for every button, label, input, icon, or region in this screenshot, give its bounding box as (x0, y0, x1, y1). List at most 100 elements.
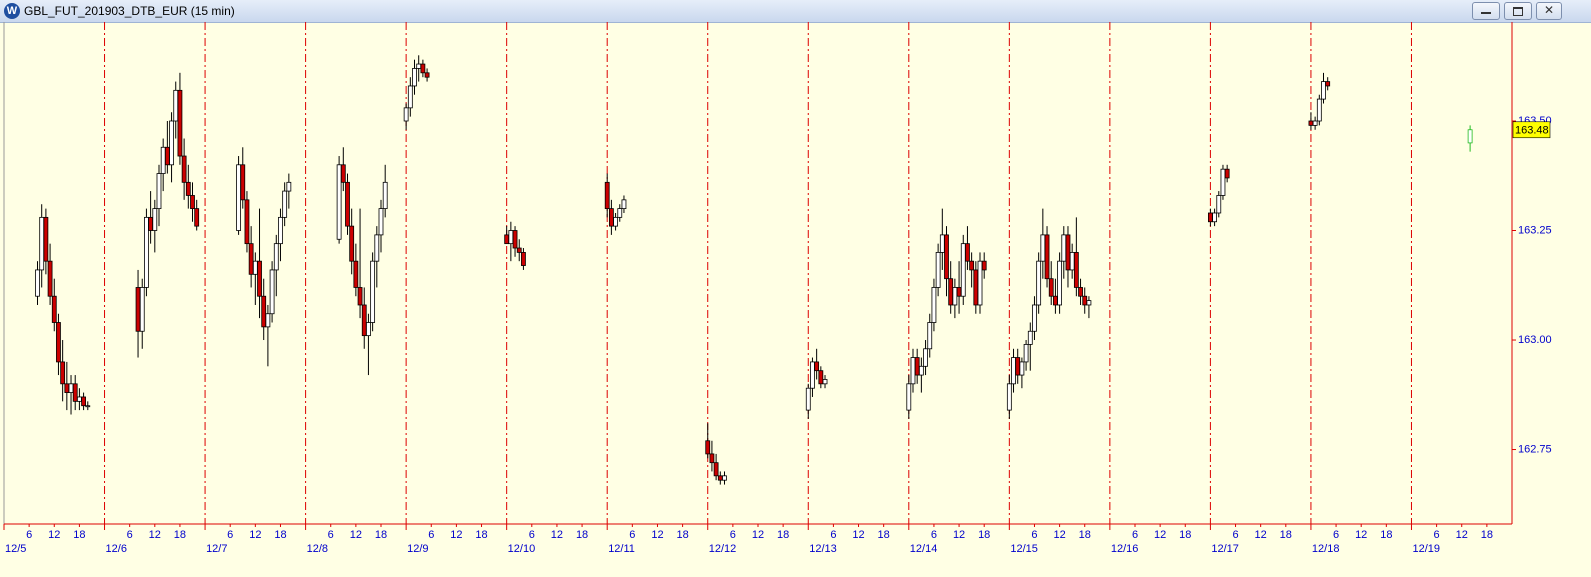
candle-body (1006, 383, 1012, 411)
candle-body (340, 164, 346, 183)
candle-body (43, 216, 49, 262)
candle-body (51, 295, 57, 323)
x-hour-label: 12 (149, 529, 161, 541)
candle-body (969, 260, 975, 271)
x-day-label: 12/19 (1412, 543, 1440, 555)
candle-body (1019, 361, 1025, 376)
y-tick-label: 163.00 (1518, 334, 1552, 346)
candle-body (709, 453, 715, 464)
x-day-label: 12/10 (508, 543, 536, 555)
candle-body (948, 278, 954, 306)
candle-body (47, 260, 53, 297)
candle-body (278, 216, 283, 245)
candle-body (1325, 81, 1331, 87)
close-button[interactable]: ✕ (1536, 2, 1562, 20)
x-hour-label: 12 (1355, 529, 1367, 541)
candle-body (349, 225, 355, 262)
last-price-label: 163.48 (1515, 125, 1549, 137)
x-hour-label: 12 (852, 529, 864, 541)
candle-body (906, 383, 912, 411)
x-day-label: 12/12 (709, 543, 737, 555)
candle-body (169, 120, 174, 166)
candle-body (412, 68, 417, 87)
candle-body (72, 383, 78, 402)
candle-body (1321, 81, 1326, 100)
candle-body (705, 440, 711, 455)
x-day-label: 12/13 (809, 543, 837, 555)
x-hour-label: 6 (529, 529, 535, 541)
x-hour-label: 18 (1079, 529, 1091, 541)
candle-body (810, 361, 815, 389)
candle-body (1040, 234, 1046, 262)
candle-body (181, 155, 187, 183)
candle-body (144, 216, 149, 288)
candle-body (240, 164, 246, 201)
x-hour-label: 12 (1154, 529, 1166, 541)
candle-body (613, 216, 618, 227)
candle-body (286, 181, 292, 192)
candle-body (236, 164, 241, 231)
candle-body (424, 72, 430, 78)
candle-body (935, 252, 941, 288)
x-hour-label: 12 (350, 529, 362, 541)
candle-body (814, 361, 820, 372)
candle-body (68, 383, 74, 393)
x-day-label: 12/7 (206, 543, 227, 555)
candle-body (1312, 120, 1318, 126)
candle-body (416, 63, 422, 69)
candle-body (77, 396, 82, 402)
x-day-label: 12/18 (1312, 543, 1340, 555)
candle-body (403, 107, 409, 122)
candle-body (353, 260, 359, 288)
x-hour-label: 18 (576, 529, 588, 541)
candle-body (248, 243, 254, 275)
candle-body (1057, 260, 1062, 306)
candle-body (382, 181, 388, 210)
candle-body (818, 370, 824, 385)
x-hour-label: 12 (752, 529, 764, 541)
candle-body (35, 269, 40, 297)
candle-body (269, 269, 275, 315)
candle-body (265, 313, 271, 328)
candle-body (1086, 300, 1092, 306)
candle-body (1036, 260, 1042, 306)
candle-body (1216, 195, 1222, 214)
x-hour-label: 18 (1179, 529, 1191, 541)
x-hour-label: 12 (48, 529, 60, 541)
candle-body (981, 260, 987, 271)
candle-body (85, 405, 91, 408)
y-tick-label: 163.25 (1518, 224, 1552, 236)
minimize-button[interactable] (1472, 2, 1500, 20)
candle-body (952, 287, 958, 306)
x-hour-label: 6 (1232, 529, 1238, 541)
candle-body (1053, 295, 1058, 306)
candle-body (1015, 357, 1021, 376)
x-hour-label: 18 (375, 529, 387, 541)
candle-body (420, 63, 426, 74)
restore-button[interactable] (1504, 2, 1532, 20)
x-hour-label: 12 (1053, 529, 1065, 541)
candle-body (257, 260, 262, 297)
candle-body (156, 173, 162, 210)
candle-body (252, 260, 258, 275)
x-day-label: 12/8 (307, 543, 328, 555)
x-hour-label: 12 (450, 529, 462, 541)
x-hour-label: 6 (1132, 529, 1138, 541)
candle-body (282, 190, 288, 218)
candle-body (977, 260, 983, 306)
x-day-label: 12/11 (608, 543, 635, 555)
candle-body (81, 396, 86, 407)
x-hour-label: 6 (1333, 529, 1339, 541)
x-hour-label: 6 (328, 529, 334, 541)
candle-body (805, 387, 811, 411)
candle-body (1308, 120, 1314, 126)
x-hour-label: 18 (978, 529, 990, 541)
x-day-label: 12/14 (910, 543, 938, 555)
candle-body (194, 208, 200, 227)
candle-body (504, 234, 510, 245)
candle-body (366, 322, 371, 337)
candle-body (273, 243, 279, 271)
candle-body (56, 322, 61, 363)
last-price-box (1512, 121, 1551, 139)
